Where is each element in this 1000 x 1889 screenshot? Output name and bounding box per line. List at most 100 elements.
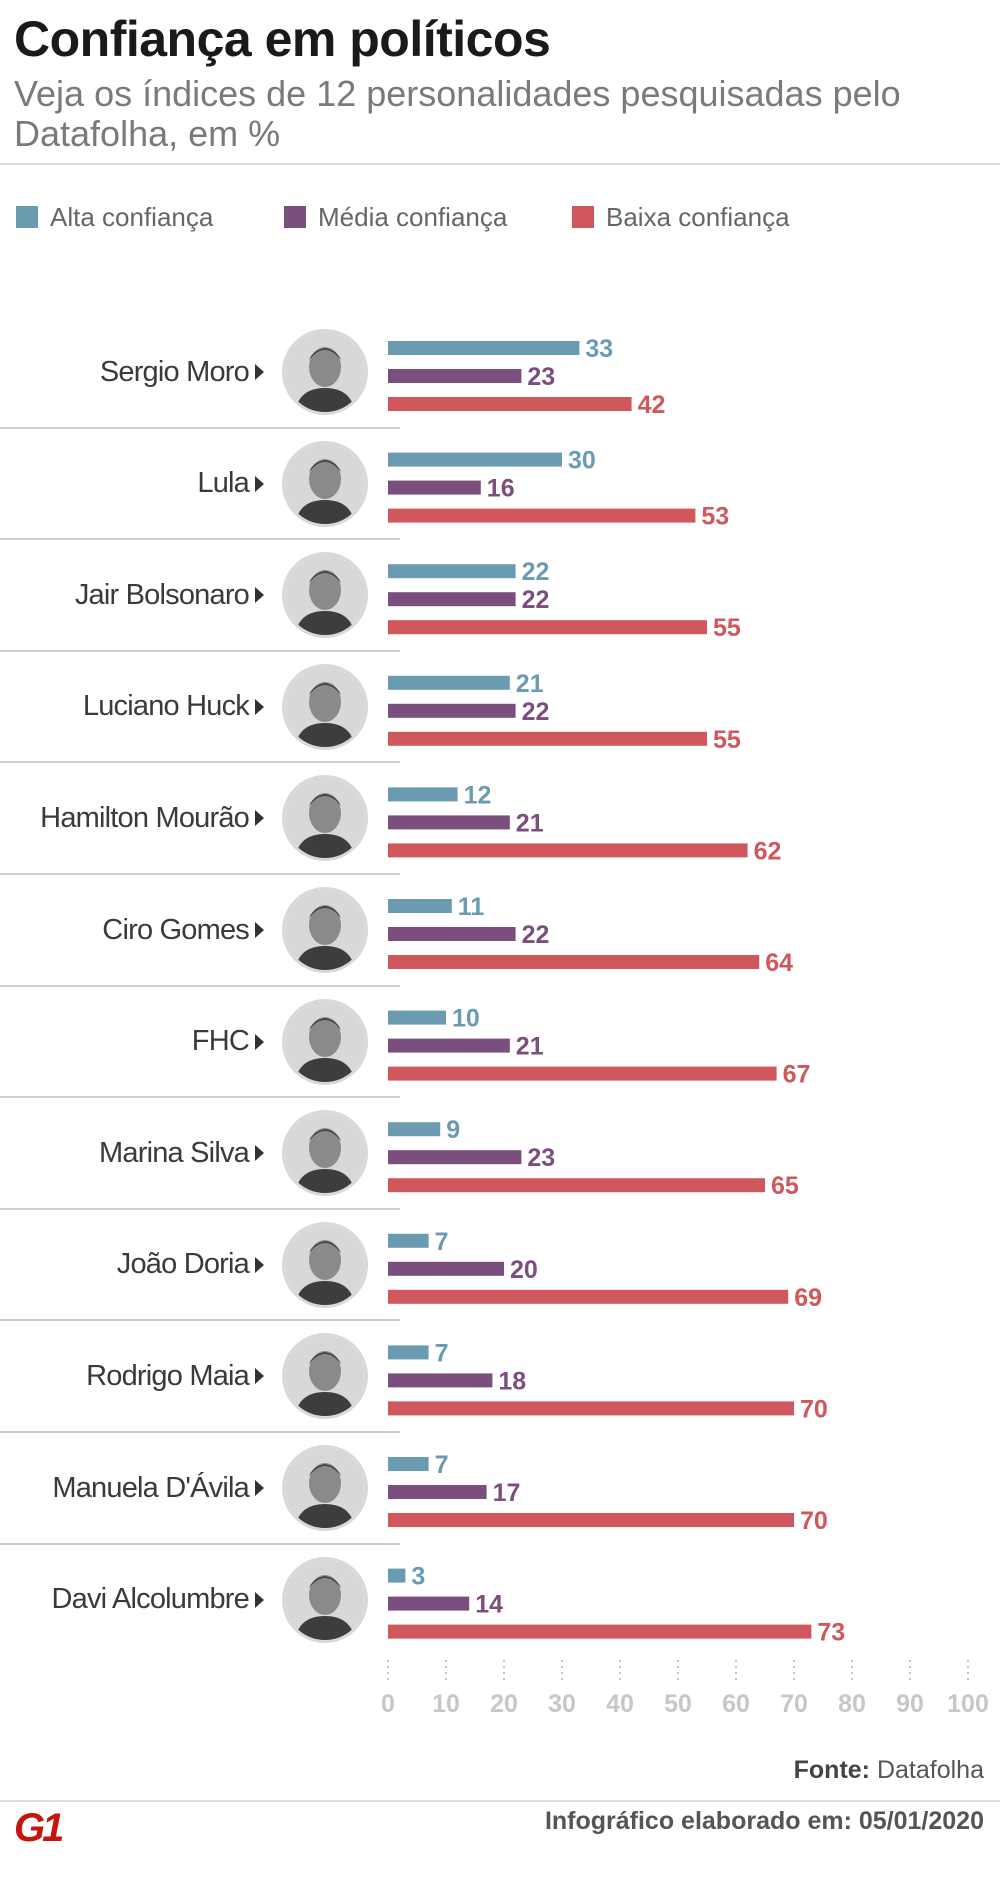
bar-value-label: 33 [585, 335, 613, 363]
avatar-jair-bolsonaro [282, 552, 368, 639]
play-arrow-icon [255, 1256, 264, 1273]
avatar-fhc [282, 998, 368, 1085]
x-tick-label: 80 [838, 1690, 866, 1718]
avatar-hamilton-mourao [282, 775, 368, 862]
bar-alta-confianca-lula [388, 452, 562, 467]
play-arrow-icon [255, 1145, 264, 1162]
politician-name-davi-alcolumbre[interactable]: Davi Alcolumbre [51, 1580, 264, 1620]
avatar-ciro-gomes [282, 887, 368, 973]
politician-name-text: Sergio Moro [99, 355, 250, 388]
bar-value-label: 3 [411, 1563, 425, 1591]
play-arrow-icon [255, 698, 264, 715]
header-divider [0, 163, 1000, 165]
bar-media-confianca-hamilton-mourao [388, 815, 510, 830]
bar-media-confianca-lula [388, 480, 481, 495]
row-separator [0, 649, 400, 652]
politician-name-marina-silva[interactable]: Marina Silva [99, 1133, 264, 1173]
politician-name-text: Davi Alcolumbre [51, 1583, 249, 1616]
politician-name-text: Marina Silva [99, 1136, 250, 1169]
politician-name-text: FHC [191, 1025, 250, 1058]
bar-value-label: 14 [475, 1591, 503, 1619]
politician-name-lula[interactable]: Lula [197, 464, 264, 504]
politician-name-rodrigo-maia[interactable]: Rodrigo Maia [86, 1356, 264, 1396]
politician-name-text: Jair Bolsonaro [74, 578, 250, 611]
bar-baixa-confianca-jair-bolsonaro [388, 620, 707, 635]
avatar-manuela-d-avila [282, 1445, 368, 1531]
row-separator [0, 1542, 400, 1545]
politician-name-fhc[interactable]: FHC [192, 1022, 264, 1062]
bar-baixa-confianca-lula [388, 508, 696, 523]
x-tick-label: 90 [896, 1690, 924, 1718]
bar-value-label: 65 [771, 1172, 799, 1200]
bar-media-confianca-davi-alcolumbre [388, 1596, 470, 1611]
politician-name-jair-bolsonaro[interactable]: Jair Bolsonaro [75, 575, 264, 615]
bar-media-confianca-jair-bolsonaro [388, 592, 516, 607]
bar-value-label: 21 [516, 809, 544, 837]
politician-name-ciro-gomes[interactable]: Ciro Gomes [102, 910, 264, 950]
bar-value-label: 23 [527, 1144, 555, 1172]
bar-baixa-confianca-hamilton-mourao [388, 843, 748, 858]
bar-value-label: 22 [522, 921, 550, 949]
bar-alta-confianca-sergio-moro [388, 341, 580, 355]
politician-name-hamilton-mourao[interactable]: Hamilton Mourão [40, 798, 264, 838]
play-arrow-icon [255, 475, 264, 492]
x-tick-label: 10 [432, 1690, 460, 1718]
legend-item-media: Média confiança [284, 202, 507, 232]
source-value: Datafolha [876, 1756, 984, 1784]
bar-value-label: 12 [464, 781, 492, 809]
row-separator [0, 984, 400, 987]
x-tick-label: 100 [947, 1690, 989, 1718]
politician-name-luciano-huck[interactable]: Luciano Huck [83, 687, 264, 727]
bar-value-label: 21 [516, 670, 544, 698]
page-title: Confiança em políticos [14, 11, 551, 67]
bar-alta-confianca-hamilton-mourao [388, 787, 458, 802]
x-tick-label: 30 [548, 1690, 576, 1718]
row-separator [0, 426, 400, 429]
bar-baixa-confianca-rodrigo-maia [388, 1401, 794, 1416]
politician-name-text: Rodrigo Maia [86, 1359, 250, 1392]
avatar-rodrigo-maia [282, 1333, 368, 1420]
source-credit: Fonte: Datafolha [794, 1756, 984, 1785]
x-tick-label: 70 [780, 1690, 808, 1718]
bar-value-label: 69 [794, 1284, 822, 1312]
legend-swatch-baixa [572, 206, 594, 228]
legend-label-alta: Alta confiança [50, 201, 214, 232]
bar-baixa-confianca-marina-silva [388, 1178, 765, 1193]
page-subtitle: Veja os índices de 12 personalidades pes… [14, 73, 901, 154]
bar-value-label: 62 [754, 837, 782, 865]
bar-media-confianca-manuela-d-avila [388, 1485, 487, 1499]
play-arrow-icon [255, 1368, 264, 1385]
play-arrow-icon [255, 1480, 264, 1496]
bar-baixa-confianca-luciano-huck [388, 731, 707, 746]
politician-name-text: Manuela D'Ávila [52, 1471, 249, 1504]
row-separator [0, 1319, 400, 1322]
bar-media-confianca-ciro-gomes [388, 927, 516, 941]
bar-media-confianca-sergio-moro [388, 369, 522, 383]
bar-value-label: 20 [510, 1256, 538, 1284]
bar-value-label: 53 [701, 503, 729, 531]
politician-name-manuela-d-avila[interactable]: Manuela D'Ávila [52, 1468, 264, 1508]
bar-value-label: 7 [435, 1228, 449, 1256]
politician-name-sergio-moro[interactable]: Sergio Moro [100, 352, 264, 392]
bar-value-label: 7 [435, 1451, 449, 1479]
avatar-luciano-huck [282, 663, 368, 750]
bar-value-label: 22 [522, 586, 550, 614]
bar-value-label: 22 [522, 558, 550, 586]
play-arrow-icon [255, 1591, 264, 1608]
play-arrow-icon [255, 810, 264, 827]
bar-alta-confianca-manuela-d-avila [388, 1457, 429, 1471]
row-separator [0, 1096, 400, 1099]
bar-alta-confianca-marina-silva [388, 1122, 441, 1137]
footer-divider [0, 1800, 1000, 1802]
source-label: Fonte: [793, 1756, 871, 1784]
bar-value-label: 55 [713, 614, 741, 642]
bar-value-label: 11 [458, 893, 485, 921]
bar-media-confianca-marina-silva [388, 1150, 522, 1165]
bar-value-label: 17 [493, 1479, 521, 1507]
avatar-marina-silva [282, 1110, 368, 1197]
avatar-joao-doria [282, 1221, 368, 1308]
bar-value-label: 55 [713, 726, 741, 754]
x-tick-label: 50 [664, 1690, 692, 1718]
politician-name-joao-doria[interactable]: João Doria [117, 1245, 264, 1285]
